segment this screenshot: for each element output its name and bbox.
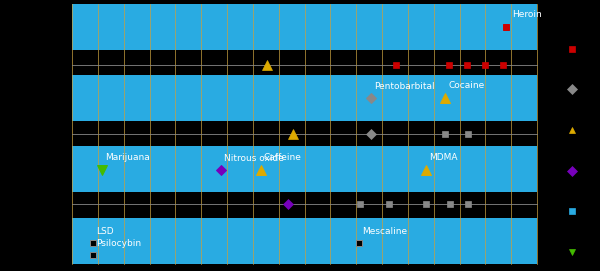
- Text: Caffeine: Caffeine: [264, 153, 302, 162]
- Text: MDMA: MDMA: [429, 153, 458, 162]
- FancyBboxPatch shape: [72, 218, 537, 264]
- Text: Psilocybin: Psilocybin: [96, 239, 141, 248]
- Text: LSD: LSD: [96, 227, 113, 236]
- Text: Pentobarbital: Pentobarbital: [374, 82, 434, 91]
- Text: Nitrous oxide: Nitrous oxide: [224, 154, 284, 163]
- Text: Marijuana: Marijuana: [105, 153, 150, 162]
- Text: Cocaine: Cocaine: [448, 81, 484, 90]
- FancyBboxPatch shape: [72, 4, 537, 50]
- FancyBboxPatch shape: [72, 146, 537, 192]
- Text: Mescaline: Mescaline: [362, 227, 407, 236]
- Text: Heroin: Heroin: [512, 10, 542, 19]
- FancyBboxPatch shape: [72, 75, 537, 121]
